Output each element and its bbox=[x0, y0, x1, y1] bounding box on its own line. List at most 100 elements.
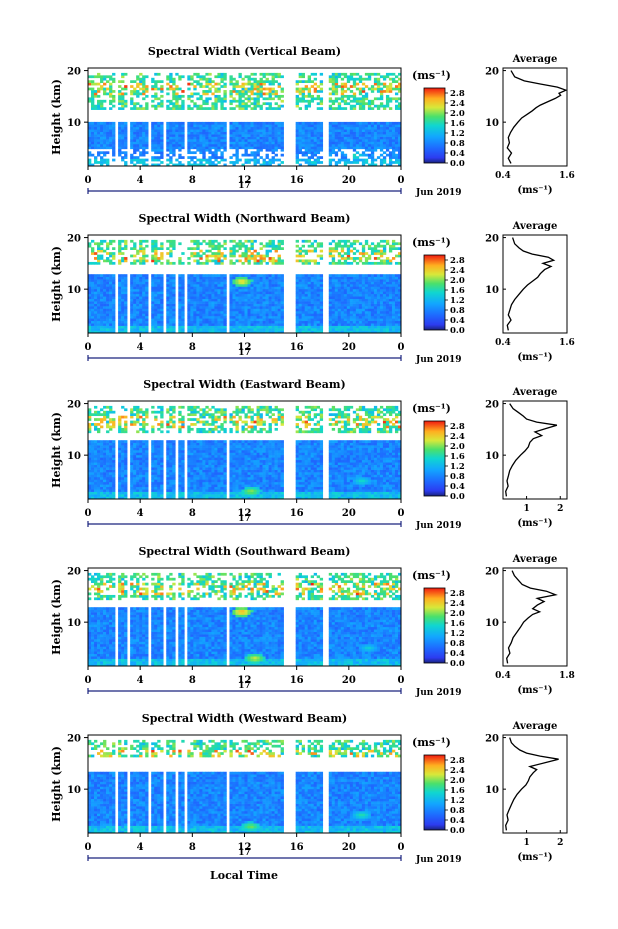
average-y-tick-label: 10 bbox=[485, 618, 499, 629]
colorbar-tick-label: 2.8 bbox=[450, 89, 465, 99]
average-x-tick-label: 0.4 bbox=[495, 171, 511, 181]
average-x-label: (ms⁻¹) bbox=[517, 352, 552, 363]
x-tick-label: 16 bbox=[290, 175, 304, 186]
heatmap-cells bbox=[88, 572, 402, 667]
colorbar-tick-label: 2.0 bbox=[450, 276, 465, 286]
average-y-tick-label: 20 bbox=[485, 567, 499, 578]
colorbar-tick-label: 1.6 bbox=[450, 119, 465, 129]
average-y-tick-label: 20 bbox=[485, 67, 499, 78]
colorbar-tick-label: 0.4 bbox=[450, 316, 465, 326]
colorbar-tick-label: 1.2 bbox=[450, 296, 465, 306]
colorbar-tick-label: 1.2 bbox=[450, 129, 465, 139]
colorbar bbox=[423, 420, 446, 497]
average-y-tick-label: 20 bbox=[485, 400, 499, 411]
y-tick-label: 20 bbox=[67, 234, 81, 245]
x-tick-label: 4 bbox=[137, 508, 144, 519]
colorbar-tick-label: 0.0 bbox=[450, 326, 465, 336]
average-frame bbox=[502, 400, 568, 500]
day-label: 17 bbox=[238, 181, 251, 191]
panel-1: Spectral Width (Vertical Beam) 10 20 Height… bbox=[50, 45, 575, 198]
x-tick-label: 0 bbox=[85, 675, 92, 686]
average-profile-line bbox=[506, 70, 568, 164]
month-label: Jun 2019 bbox=[415, 521, 462, 531]
x-tick-label: 20 bbox=[342, 842, 356, 853]
average-x-tick-label: 2 bbox=[557, 838, 563, 848]
average-title: Average bbox=[512, 221, 558, 232]
colorbar-tick-label: 2.4 bbox=[450, 99, 465, 109]
y-tick-label: 20 bbox=[67, 734, 81, 745]
x-tick-label: 16 bbox=[290, 675, 304, 686]
average-profile-line bbox=[505, 737, 559, 831]
y-axis-label: Height (km) bbox=[50, 79, 63, 155]
colorbar-unit: (ms⁻¹) bbox=[412, 736, 451, 749]
colorbar-tick-label: 0.8 bbox=[450, 639, 465, 649]
colorbar-tick-label: 2.0 bbox=[450, 609, 465, 619]
panel-2: Spectral Width (Northward Beam) 10 20 Heigh… bbox=[50, 212, 575, 365]
colorbar-tick-label: 1.6 bbox=[450, 786, 465, 796]
panel-title: Spectral Width (Westward Beam) bbox=[142, 712, 347, 725]
x-tick-label: 12 bbox=[238, 175, 252, 186]
colorbar-tick-label: 2.8 bbox=[450, 256, 465, 266]
panel-title: Spectral Width (Eastward Beam) bbox=[143, 378, 345, 391]
heatmap-cells bbox=[88, 739, 402, 834]
colorbar-tick-label: 0.0 bbox=[450, 159, 465, 169]
average-x-tick-label: 1 bbox=[523, 838, 529, 848]
x-tick-label: 0 bbox=[398, 508, 405, 519]
colorbar-tick-label: 1.6 bbox=[450, 619, 465, 629]
average-y-tick-label: 20 bbox=[485, 734, 499, 745]
x-tick-label: 20 bbox=[342, 175, 356, 186]
panel-4: Spectral Width (Southward Beam) 10 20 Heigh… bbox=[50, 545, 575, 698]
colorbar-tick-label: 2.4 bbox=[450, 766, 465, 776]
average-x-label: (ms⁻¹) bbox=[517, 518, 552, 529]
average-x-tick-label: 0.4 bbox=[495, 338, 511, 348]
average-frame bbox=[502, 234, 568, 334]
x-tick-label: 12 bbox=[238, 342, 252, 353]
x-tick-label: 20 bbox=[342, 508, 356, 519]
average-title: Average bbox=[512, 387, 558, 398]
colorbar-tick-label: 0.4 bbox=[450, 149, 465, 159]
average-x-tick-label: 1.8 bbox=[559, 671, 575, 681]
y-tick-label: 10 bbox=[67, 451, 81, 462]
colorbar-tick-label: 0.4 bbox=[450, 649, 465, 659]
colorbar-tick-label: 0.8 bbox=[450, 806, 465, 816]
x-tick-label: 0 bbox=[85, 175, 92, 186]
x-tick-label: 4 bbox=[137, 675, 144, 686]
colorbar-tick-label: 1.2 bbox=[450, 796, 465, 806]
y-tick-label: 10 bbox=[67, 618, 81, 629]
month-label: Jun 2019 bbox=[415, 688, 462, 698]
colorbar-tick-label: 2.8 bbox=[450, 589, 465, 599]
x-tick-label: 0 bbox=[398, 342, 405, 353]
x-tick-label: 8 bbox=[189, 508, 196, 519]
colorbar bbox=[423, 587, 446, 664]
y-axis-label: Height (km) bbox=[50, 246, 63, 322]
x-tick-label: 0 bbox=[85, 342, 92, 353]
average-y-tick-label: 10 bbox=[485, 785, 499, 796]
average-title: Average bbox=[512, 554, 558, 565]
x-tick-label: 12 bbox=[238, 842, 252, 853]
heatmap-cells bbox=[88, 72, 402, 167]
colorbar-tick-label: 0.0 bbox=[450, 659, 465, 669]
y-tick-label: 20 bbox=[67, 67, 81, 78]
x-tick-label: 0 bbox=[85, 508, 92, 519]
average-x-tick-label: 0.4 bbox=[495, 671, 511, 681]
x-tick-label: 0 bbox=[398, 842, 405, 853]
average-x-label: (ms⁻¹) bbox=[517, 685, 552, 696]
x-axis-label: Local Time bbox=[210, 869, 278, 882]
average-profile-line bbox=[506, 237, 556, 331]
average-x-tick-label: 2 bbox=[557, 504, 563, 514]
colorbar-tick-label: 2.4 bbox=[450, 266, 465, 276]
y-axis-label: Height (km) bbox=[50, 412, 63, 488]
x-tick-label: 20 bbox=[342, 675, 356, 686]
average-y-tick-label: 10 bbox=[485, 118, 499, 129]
colorbar-tick-label: 0.4 bbox=[450, 482, 465, 492]
colorbar-tick-label: 0.0 bbox=[450, 826, 465, 836]
colorbar-tick-label: 1.6 bbox=[450, 452, 465, 462]
colorbar-tick-label: 1.2 bbox=[450, 462, 465, 472]
colorbar bbox=[423, 87, 446, 164]
average-title: Average bbox=[512, 721, 558, 732]
x-tick-label: 8 bbox=[189, 175, 196, 186]
day-label: 17 bbox=[238, 848, 251, 858]
colorbar-tick-label: 2.4 bbox=[450, 599, 465, 609]
x-tick-label: 4 bbox=[137, 842, 144, 853]
colorbar-tick-label: 2.0 bbox=[450, 442, 465, 452]
